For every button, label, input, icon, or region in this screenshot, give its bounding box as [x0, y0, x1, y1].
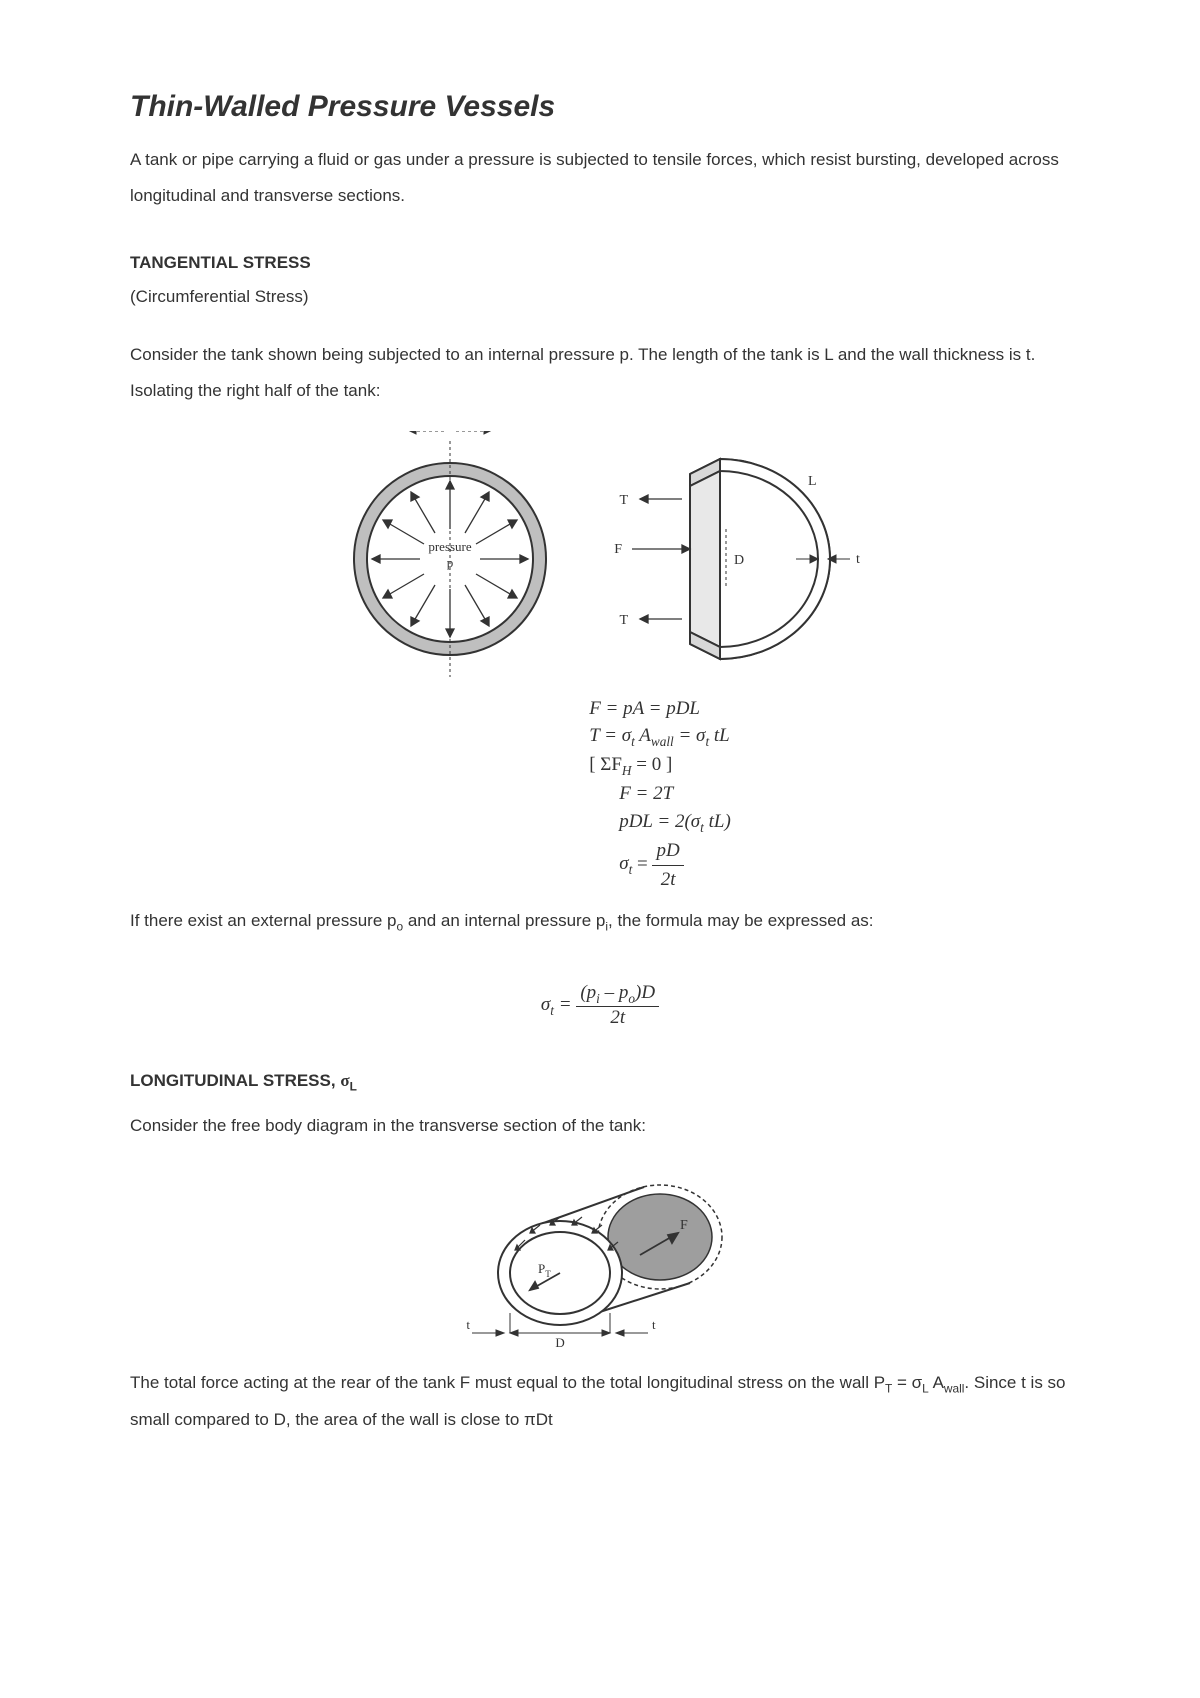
tangential-diagram-svg: pressure p T: [320, 431, 880, 681]
figure-tangential: pressure p T: [130, 431, 1070, 893]
svg-text:D: D: [734, 553, 744, 568]
section-subheading: (Circumferential Stress): [130, 287, 1070, 307]
svg-text:T: T: [619, 613, 628, 628]
svg-text:pressure: pressure: [428, 539, 472, 554]
tangential-para2: If there exist an external pressure po a…: [130, 903, 1070, 939]
document-page: Thin-Walled Pressure Vessels A tank or p…: [0, 0, 1200, 1698]
section-heading-longitudinal: LONGITUDINAL STRESS, σL: [130, 1071, 1070, 1093]
svg-text:t: t: [652, 1317, 656, 1332]
svg-text:L: L: [808, 474, 817, 489]
svg-text:T: T: [619, 493, 628, 508]
longitudinal-para1: Consider the free body diagram in the tr…: [130, 1108, 1070, 1144]
longitudinal-diagram-svg: F PT D: [430, 1165, 770, 1355]
svg-text:t: t: [466, 1317, 470, 1332]
svg-text:F: F: [614, 542, 622, 557]
longitudinal-para2: The total force acting at the rear of th…: [130, 1365, 1070, 1437]
section-heading-tangential: TANGENTIAL STRESS: [130, 253, 1070, 273]
svg-text:p: p: [447, 555, 454, 570]
page-title: Thin-Walled Pressure Vessels: [130, 90, 1070, 124]
intro-paragraph: A tank or pipe carrying a fluid or gas u…: [130, 142, 1070, 213]
tangential-paragraph: Consider the tank shown being subjected …: [130, 337, 1070, 408]
tangential-equations: F = pA = pDL T = σt Awall = σt tL [ ΣFH …: [589, 695, 731, 893]
tangential-eq2: σt = (pi – po)D 2t: [130, 982, 1070, 1030]
svg-text:t: t: [856, 552, 860, 567]
svg-text:D: D: [555, 1335, 564, 1350]
svg-text:F: F: [680, 1218, 688, 1233]
figure-longitudinal: F PT D: [130, 1165, 1070, 1355]
